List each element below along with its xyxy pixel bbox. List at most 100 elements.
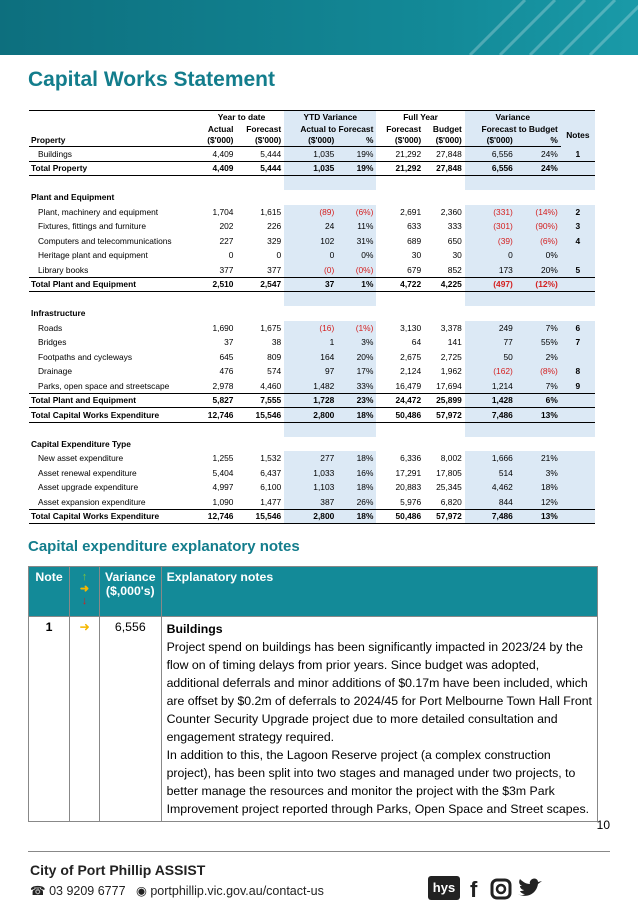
table-body: Buildings 4,409 5,444 1,035 19% 21,292 27,848 6… — [29, 146, 595, 524]
cell-value: 2,547 — [236, 276, 285, 292]
note-variance: 6,556 — [99, 616, 162, 822]
note-ref — [560, 160, 595, 176]
cell-value: 4,409 — [198, 160, 237, 176]
cell-value: 0 — [228, 250, 234, 261]
cell-value: 4,460 — [260, 380, 282, 391]
cell-value: (6%) — [337, 204, 377, 219]
twitter-icon[interactable] — [518, 878, 542, 896]
arrow-icons: ↑ ➜ ↓ — [69, 566, 100, 617]
row-label: Asset expansion expenditure — [38, 496, 146, 507]
cell-value: 1,428 — [464, 392, 516, 408]
group-header: YTD Variance — [284, 110, 377, 123]
cell-value: 64 — [411, 337, 422, 348]
cell-value: 645 — [219, 351, 234, 362]
note-ref — [560, 349, 595, 364]
cell-value: 689 — [407, 235, 422, 246]
cell-value: (14%) — [515, 204, 561, 219]
col-header: Budget — [432, 123, 462, 134]
cell-value: 2,691 — [400, 206, 422, 217]
cell-value: 2,800 — [284, 508, 338, 524]
cell-value: 50 — [464, 349, 516, 364]
cell-value: (0) — [284, 262, 338, 277]
note-ref: 1 — [560, 146, 595, 161]
table-row: Fixtures, fittings and furniture 202 226 24… — [29, 219, 595, 234]
facebook-icon[interactable]: f — [470, 877, 478, 902]
note-ref: 4 — [560, 233, 595, 248]
cell-value: 1,704 — [212, 206, 234, 217]
cell-value: 333 — [447, 221, 462, 232]
cell-value: (90%) — [515, 219, 561, 234]
col-header: Actual — [207, 123, 234, 134]
row-label: Total Plant and Equipment — [29, 392, 199, 408]
spacer-row — [29, 422, 595, 437]
hys-badge[interactable]: hys — [428, 876, 460, 900]
cell-value: 24,472 — [376, 392, 425, 408]
instagram-lens — [495, 883, 507, 895]
notes-header: Explanatory notes — [160, 566, 599, 617]
arrow-icon: ➜ — [69, 616, 100, 822]
cell-value: 679 — [407, 264, 422, 275]
cell-value: 277 — [284, 451, 338, 466]
cell-value — [424, 176, 465, 191]
col-header: ($'000) — [198, 134, 237, 147]
cell-value: 16% — [337, 465, 377, 480]
cell-value: 2,978 — [212, 380, 234, 391]
section-row: Plant and Equipment — [29, 190, 595, 205]
cell-value: 25,899 — [424, 392, 465, 408]
cell-value: 7% — [515, 378, 561, 393]
note-ref — [560, 508, 595, 524]
row-label: New asset expenditure — [38, 453, 124, 464]
cell-value — [284, 422, 338, 437]
cell-value: 227 — [219, 235, 234, 246]
cell-value: 5,444 — [260, 148, 282, 159]
table-row: Asset upgrade expenditure 4,997 6,100 1,103… — [29, 480, 595, 495]
col-header: Forecast — [386, 123, 422, 134]
cell-value: 4,722 — [376, 276, 425, 292]
cell-value: 1,666 — [464, 451, 516, 466]
cell-value: 574 — [267, 366, 282, 377]
col-header: Actual to Forecast — [284, 122, 377, 135]
cell-value: (16) — [284, 320, 338, 335]
notes-header: Note — [28, 566, 70, 617]
table-row: Total Plant and Equipment 2,510 2,547 37 1% 4… — [29, 276, 595, 292]
section-row: Capital Expenditure Type — [29, 437, 595, 452]
cell-value: 2,675 — [400, 351, 422, 362]
col-header: Forecast to Budget — [464, 122, 561, 135]
cell-value: 226 — [267, 221, 282, 232]
cell-value — [515, 291, 561, 306]
table-row: Bridges 37 38 1 3% 64 141 77 55% 7 — [29, 335, 595, 350]
cell-value: 21% — [515, 451, 561, 466]
note-text: Buildings Project spend on buildings has … — [160, 616, 599, 822]
cell-value — [337, 175, 377, 190]
cell-value: 0% — [337, 248, 377, 263]
table-row: Buildings 4,409 5,444 1,035 19% 21,292 27,848 6… — [29, 146, 595, 161]
note-ref: 7 — [560, 335, 595, 350]
cell-value: (497) — [464, 276, 516, 292]
row-label: Plant, machinery and equipment — [38, 206, 159, 217]
cell-value: 30 — [452, 250, 462, 261]
cell-value: 17,694 — [436, 380, 462, 391]
cell-value — [337, 291, 377, 306]
cell-value: 844 — [464, 494, 516, 509]
cell-value: 1,962 — [440, 366, 462, 377]
note-ref — [560, 480, 595, 495]
instagram-icon[interactable] — [490, 878, 512, 900]
cell-value: 1,033 — [284, 465, 338, 480]
note-ref: 3 — [560, 219, 595, 234]
cell-value: 1,690 — [212, 322, 234, 333]
cell-value: 18% — [337, 480, 377, 495]
footer-phone: 03 9209 6777 — [49, 884, 126, 898]
cell-value: 37 — [224, 337, 234, 348]
cell-value: 1 — [284, 335, 338, 350]
cell-value: (0%) — [337, 262, 377, 277]
cell-value: 476 — [219, 366, 234, 377]
row-label: Total Capital Works Expenditure — [29, 508, 199, 524]
cell-value: (6%) — [515, 233, 561, 248]
table-row: Asset expansion expenditure 1,090 1,477 387… — [29, 494, 595, 509]
cell-value: 50,486 — [376, 508, 425, 524]
cell-value: (8%) — [515, 364, 561, 379]
note-ref — [560, 407, 595, 423]
cell-value: 3% — [515, 465, 561, 480]
cell-value: 141 — [447, 337, 462, 348]
